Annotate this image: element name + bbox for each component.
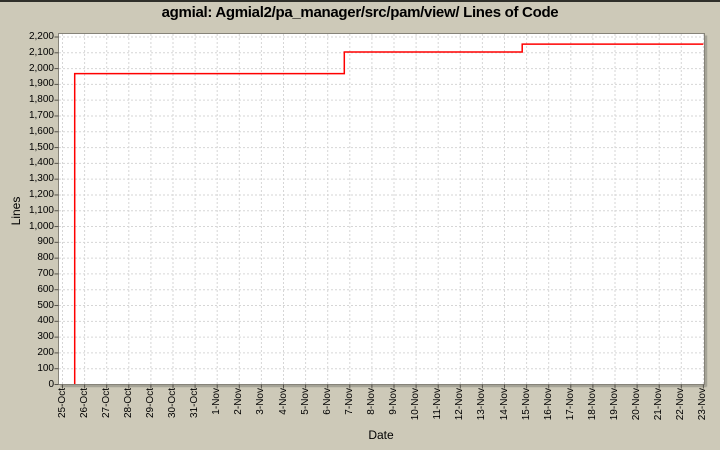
y-tick-label: 900 [37,236,54,248]
window-top-edge [0,0,720,2]
x-tick-label: 11-Nov [432,388,444,420]
x-tick-label: 1-Nov [211,388,223,415]
x-tick-label: 30-Oct [167,388,178,419]
x-tick-label: 9-Nov [388,388,399,415]
plot-border [58,33,705,385]
x-tick-label: 15-Nov [520,388,532,421]
plot-background [58,33,705,385]
y-tick-label: 200 [37,346,54,358]
x-tick-label: 5-Nov [299,388,311,415]
y-tick-label: 2,100 [28,46,54,58]
y-tick-label: 1,300 [28,173,54,185]
x-tick-label: 8-Nov [365,388,377,415]
y-tick-label: 1,200 [28,188,54,200]
x-tick-label: 3-Nov [255,388,267,415]
x-tick-label: 2-Nov [233,388,245,415]
y-tick-label: 800 [37,252,54,264]
x-tick-label: 13-Nov [476,388,488,421]
x-tick-label: 23-Nov [697,388,709,421]
y-tick-label: 1,100 [28,204,54,216]
x-tick-label: 17-Nov [564,388,576,421]
x-tick-label: 19-Nov [609,388,620,421]
x-tick-label: 7-Nov [343,388,355,415]
series-line [73,43,704,385]
x-tick-label: 29-Oct [144,388,156,419]
y-tick-label: 1,500 [28,141,54,153]
x-tick-label: 21-Nov [653,388,665,421]
y-tick-label: 400 [37,315,54,327]
y-tick-label: 1,700 [28,109,54,121]
y-tick-label: 1,600 [28,125,54,137]
y-tick-label: 500 [37,299,54,311]
chart-title: agmial: Agmial2/pa_manager/src/pam/view/… [161,4,559,21]
y-tick-label: 0 [48,378,54,390]
x-tick-label: 26-Oct [78,388,90,419]
x-tick-label: 16-Nov [542,388,554,421]
y-tick-label: 100 [37,362,54,374]
y-tick-label: 2,000 [28,62,54,74]
y-tick-label: 1,800 [28,94,54,106]
y-tick-label: 600 [37,283,54,295]
y-tick-label: 2,200 [28,31,54,42]
y-tick-label: 1,400 [28,157,54,169]
x-tick-label: 10-Nov [410,388,422,421]
y-tick-label: 300 [37,331,54,343]
y-tick-label: 1,000 [28,220,54,232]
x-tick-label: 28-Oct [122,388,134,419]
y-tick-label: 1,900 [28,78,54,90]
x-tick-label: 12-Nov [454,388,466,421]
x-tick-label: 25-Oct [56,388,68,419]
x-tick-label: 20-Nov [631,388,643,421]
x-tick-label: 4-Nov [277,388,289,415]
x-axis-title: Date [368,428,394,442]
x-tick-label: 18-Nov [586,388,598,421]
x-tick-label: 22-Nov [675,388,687,421]
y-tick-label: 700 [37,267,54,279]
x-tick-label: 6-Nov [321,388,333,415]
x-tick-label: 27-Oct [100,388,112,419]
x-tick-label: 31-Oct [189,388,201,419]
x-tick-label: 14-Nov [498,388,510,421]
